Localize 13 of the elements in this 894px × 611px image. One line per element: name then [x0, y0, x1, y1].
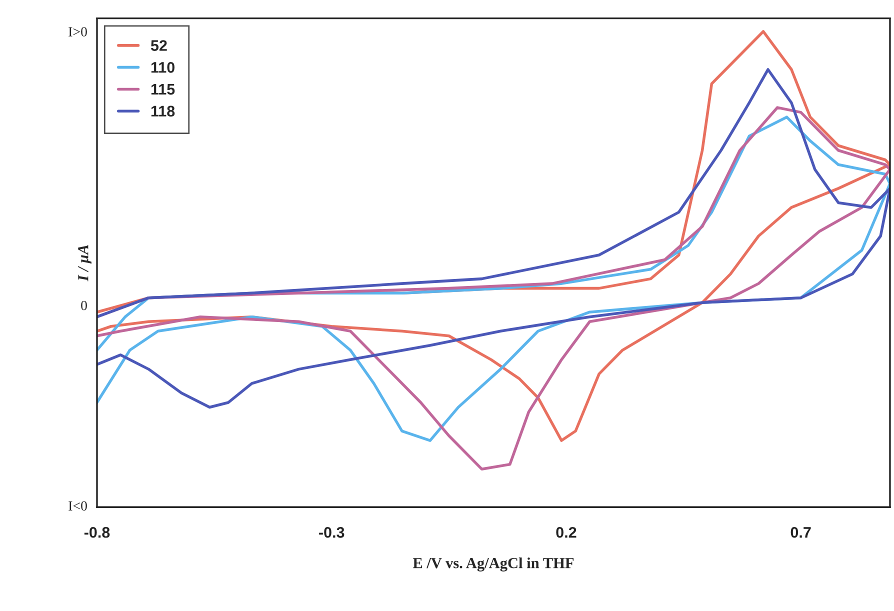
x-tick-label: 0.7 — [790, 526, 811, 538]
text: 0 — [81, 300, 87, 310]
x-tick-label: 0.2 — [556, 526, 576, 538]
text: I<0 — [68, 501, 87, 511]
x-tick-label: -0.8 — [84, 526, 110, 538]
y-axis-title: I / µA — [78, 244, 92, 282]
legend-label: 110 — [151, 62, 174, 73]
legend-label: 52 — [150, 40, 167, 51]
legend-label: 115 — [151, 84, 175, 95]
x-axis-title: E /V vs. Ag/AgCl in THF — [412, 557, 574, 572]
text: I>0 — [68, 27, 87, 36]
x-tick-label: -0.3 — [319, 526, 344, 538]
legend-label: 118 — [151, 106, 175, 117]
